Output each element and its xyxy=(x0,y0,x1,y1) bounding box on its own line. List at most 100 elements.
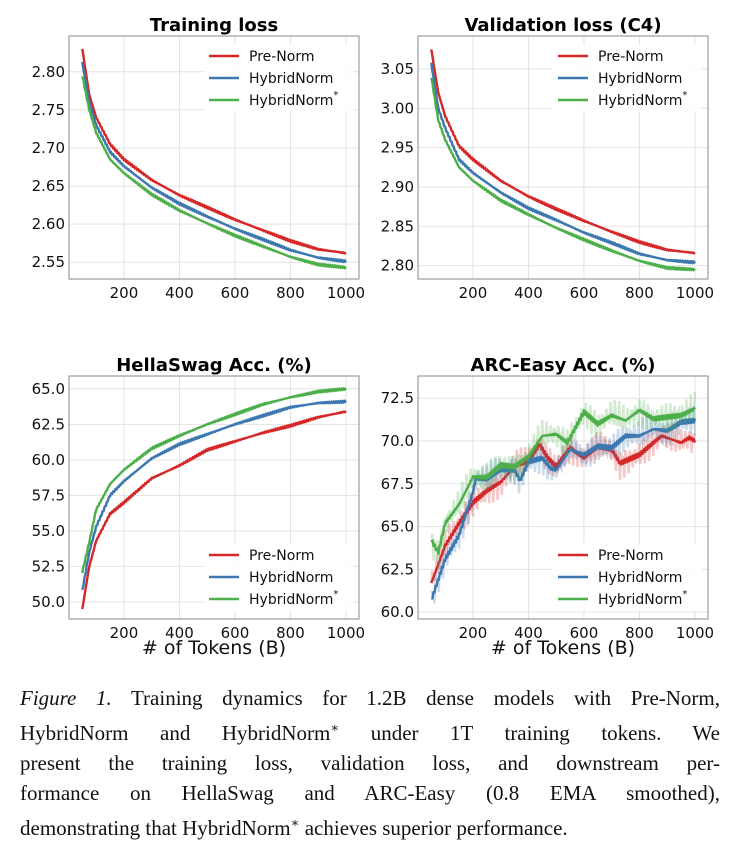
legend-box xyxy=(203,44,353,112)
series-line-3 xyxy=(81,387,347,574)
legend: Pre-Norm HybridNorm HybridNorm* xyxy=(203,44,353,112)
x-axis-label: # of Tokens (B) xyxy=(491,637,635,659)
axes-frame xyxy=(417,35,709,280)
legend-box xyxy=(203,543,353,611)
series-line-2 xyxy=(81,61,348,264)
legend-label-1: Pre-Norm xyxy=(249,548,315,564)
series-line-1 xyxy=(81,48,347,255)
x-tick-label: 600 xyxy=(221,284,250,302)
y-tick-label: 62.5 xyxy=(32,415,65,433)
y-tick-label: 2.90 xyxy=(381,178,414,196)
y-tick-label: 2.65 xyxy=(32,177,65,195)
chart-title: ARC-Easy Acc. (%) xyxy=(471,355,656,376)
series-group xyxy=(81,387,347,610)
y-tick-label: 70.0 xyxy=(381,432,414,450)
series-line-3 xyxy=(430,406,696,556)
legend-label-3: HybridNorm* xyxy=(598,90,687,109)
x-tick-label: 1000 xyxy=(327,624,365,642)
y-tick-label: 67.5 xyxy=(381,475,414,493)
y-tick-label: 2.85 xyxy=(381,217,414,235)
series-line-1 xyxy=(81,410,347,610)
y-tick-label: 2.75 xyxy=(32,101,65,119)
legend: Pre-Norm HybridNorm HybridNorm* xyxy=(552,543,702,611)
y-tick-label: 65.0 xyxy=(381,518,414,536)
y-tick-label: 2.80 xyxy=(381,257,414,275)
x-tick-label: 200 xyxy=(459,624,488,642)
x-tick-label: 1000 xyxy=(327,284,365,302)
series-line-2 xyxy=(430,62,697,265)
y-tick-label: 60.0 xyxy=(32,451,65,469)
series-line-1 xyxy=(430,49,696,255)
series-line-2 xyxy=(431,417,697,600)
y-tick-label: 2.55 xyxy=(32,253,65,271)
x-tick-label: 800 xyxy=(276,284,305,302)
x-tick-label: 200 xyxy=(459,284,488,302)
x-tick-label: 800 xyxy=(625,284,654,302)
legend-superscript: * xyxy=(682,589,687,600)
legend-box xyxy=(552,543,702,611)
legend: Pre-Norm HybridNorm HybridNorm* xyxy=(552,44,702,112)
figure-caption: Figure 1. Training dynamics for 1.2B den… xyxy=(20,683,720,843)
figure: 200 400 600 800 1000 2.55 2.60 2.65 2.70 2.75 2.80… xyxy=(32,15,714,659)
chart-panel-4: 200 400 600 800 1000 60.0 62.5 65.0 67.5 70.0 72.5… xyxy=(381,355,714,659)
y-tick-label: 62.5 xyxy=(381,560,414,578)
x-tick-label: 800 xyxy=(276,624,305,642)
legend-superscript: * xyxy=(333,589,338,600)
x-tick-label: 400 xyxy=(165,284,194,302)
x-tick-label: 400 xyxy=(514,624,543,642)
y-tick-label: 55.0 xyxy=(32,522,65,540)
legend-label-3: HybridNorm* xyxy=(249,589,338,608)
legend-superscript: * xyxy=(682,90,687,101)
y-tick-label: 52.5 xyxy=(32,557,65,575)
axes-frame xyxy=(417,375,709,620)
y-tick-label: 57.5 xyxy=(32,486,65,504)
axes-frame xyxy=(68,35,360,280)
legend-label-2: HybridNorm xyxy=(598,570,682,586)
legend-superscript: * xyxy=(333,90,338,101)
x-tick-label: 200 xyxy=(110,284,139,302)
series-line-1 xyxy=(430,434,697,584)
series-group xyxy=(430,391,697,604)
legend-label-3: HybridNorm* xyxy=(598,589,687,608)
legend: Pre-Norm HybridNorm HybridNorm* xyxy=(203,543,353,611)
chart-panel-2: 200 400 600 800 1000 2.80 2.85 2.90 2.95 3.00 3.05… xyxy=(381,15,714,302)
legend-label-2: HybridNorm xyxy=(249,71,333,87)
chart-panel-1: 200 400 600 800 1000 2.55 2.60 2.65 2.70 2.75 2.80… xyxy=(32,15,365,302)
legend-label-2: HybridNorm xyxy=(249,570,333,586)
series-line-3 xyxy=(81,76,347,270)
y-tick-label: 2.70 xyxy=(32,139,65,157)
x-tick-label: 200 xyxy=(110,624,139,642)
axes-frame xyxy=(68,375,360,620)
y-tick-label: 2.95 xyxy=(381,139,414,157)
series-group xyxy=(81,48,348,270)
chart-panel-3: 200 400 600 800 1000 50.0 52.5 55.0 57.5 60.0 62.5… xyxy=(32,355,365,659)
x-tick-label: 600 xyxy=(570,624,599,642)
chart-title: Validation loss (C4) xyxy=(464,15,661,36)
legend-label-2: HybridNorm xyxy=(598,71,682,87)
series-line-3 xyxy=(430,77,696,272)
x-tick-label: 400 xyxy=(165,624,194,642)
x-tick-label: 600 xyxy=(221,624,250,642)
caption-line-1: Figure 1. Training dynamics for 1.2B den… xyxy=(20,686,720,710)
y-tick-label: 3.00 xyxy=(381,99,414,117)
y-tick-label: 2.60 xyxy=(32,215,65,233)
legend-label-3: HybridNorm* xyxy=(249,90,338,109)
y-tick-label: 50.0 xyxy=(32,593,65,611)
caption-line-3: present the training loss, validation lo… xyxy=(20,751,720,775)
legend-label-1: Pre-Norm xyxy=(598,548,664,564)
caption-line-5: demonstrating that HybridNorm∗ achieves … xyxy=(20,815,568,840)
caption-line-2: HybridNorm and HybridNorm∗ under 1T trai… xyxy=(20,720,720,745)
x-tick-label: 1000 xyxy=(676,624,714,642)
legend-box xyxy=(552,44,702,112)
x-tick-label: 800 xyxy=(625,624,654,642)
legend-label-1: Pre-Norm xyxy=(598,49,664,65)
raw-series-line-3 xyxy=(430,391,697,570)
caption-line-4: formance on HellaSwag and ARC-Easy (0.8 … xyxy=(20,781,720,805)
x-tick-label: 1000 xyxy=(676,284,714,302)
legend-label-1: Pre-Norm xyxy=(249,49,315,65)
y-tick-label: 72.5 xyxy=(381,389,414,407)
x-axis-label: # of Tokens (B) xyxy=(142,637,286,659)
caption-label: Figure 1. xyxy=(20,686,112,710)
y-tick-label: 60.0 xyxy=(381,603,414,621)
series-group xyxy=(430,49,697,272)
